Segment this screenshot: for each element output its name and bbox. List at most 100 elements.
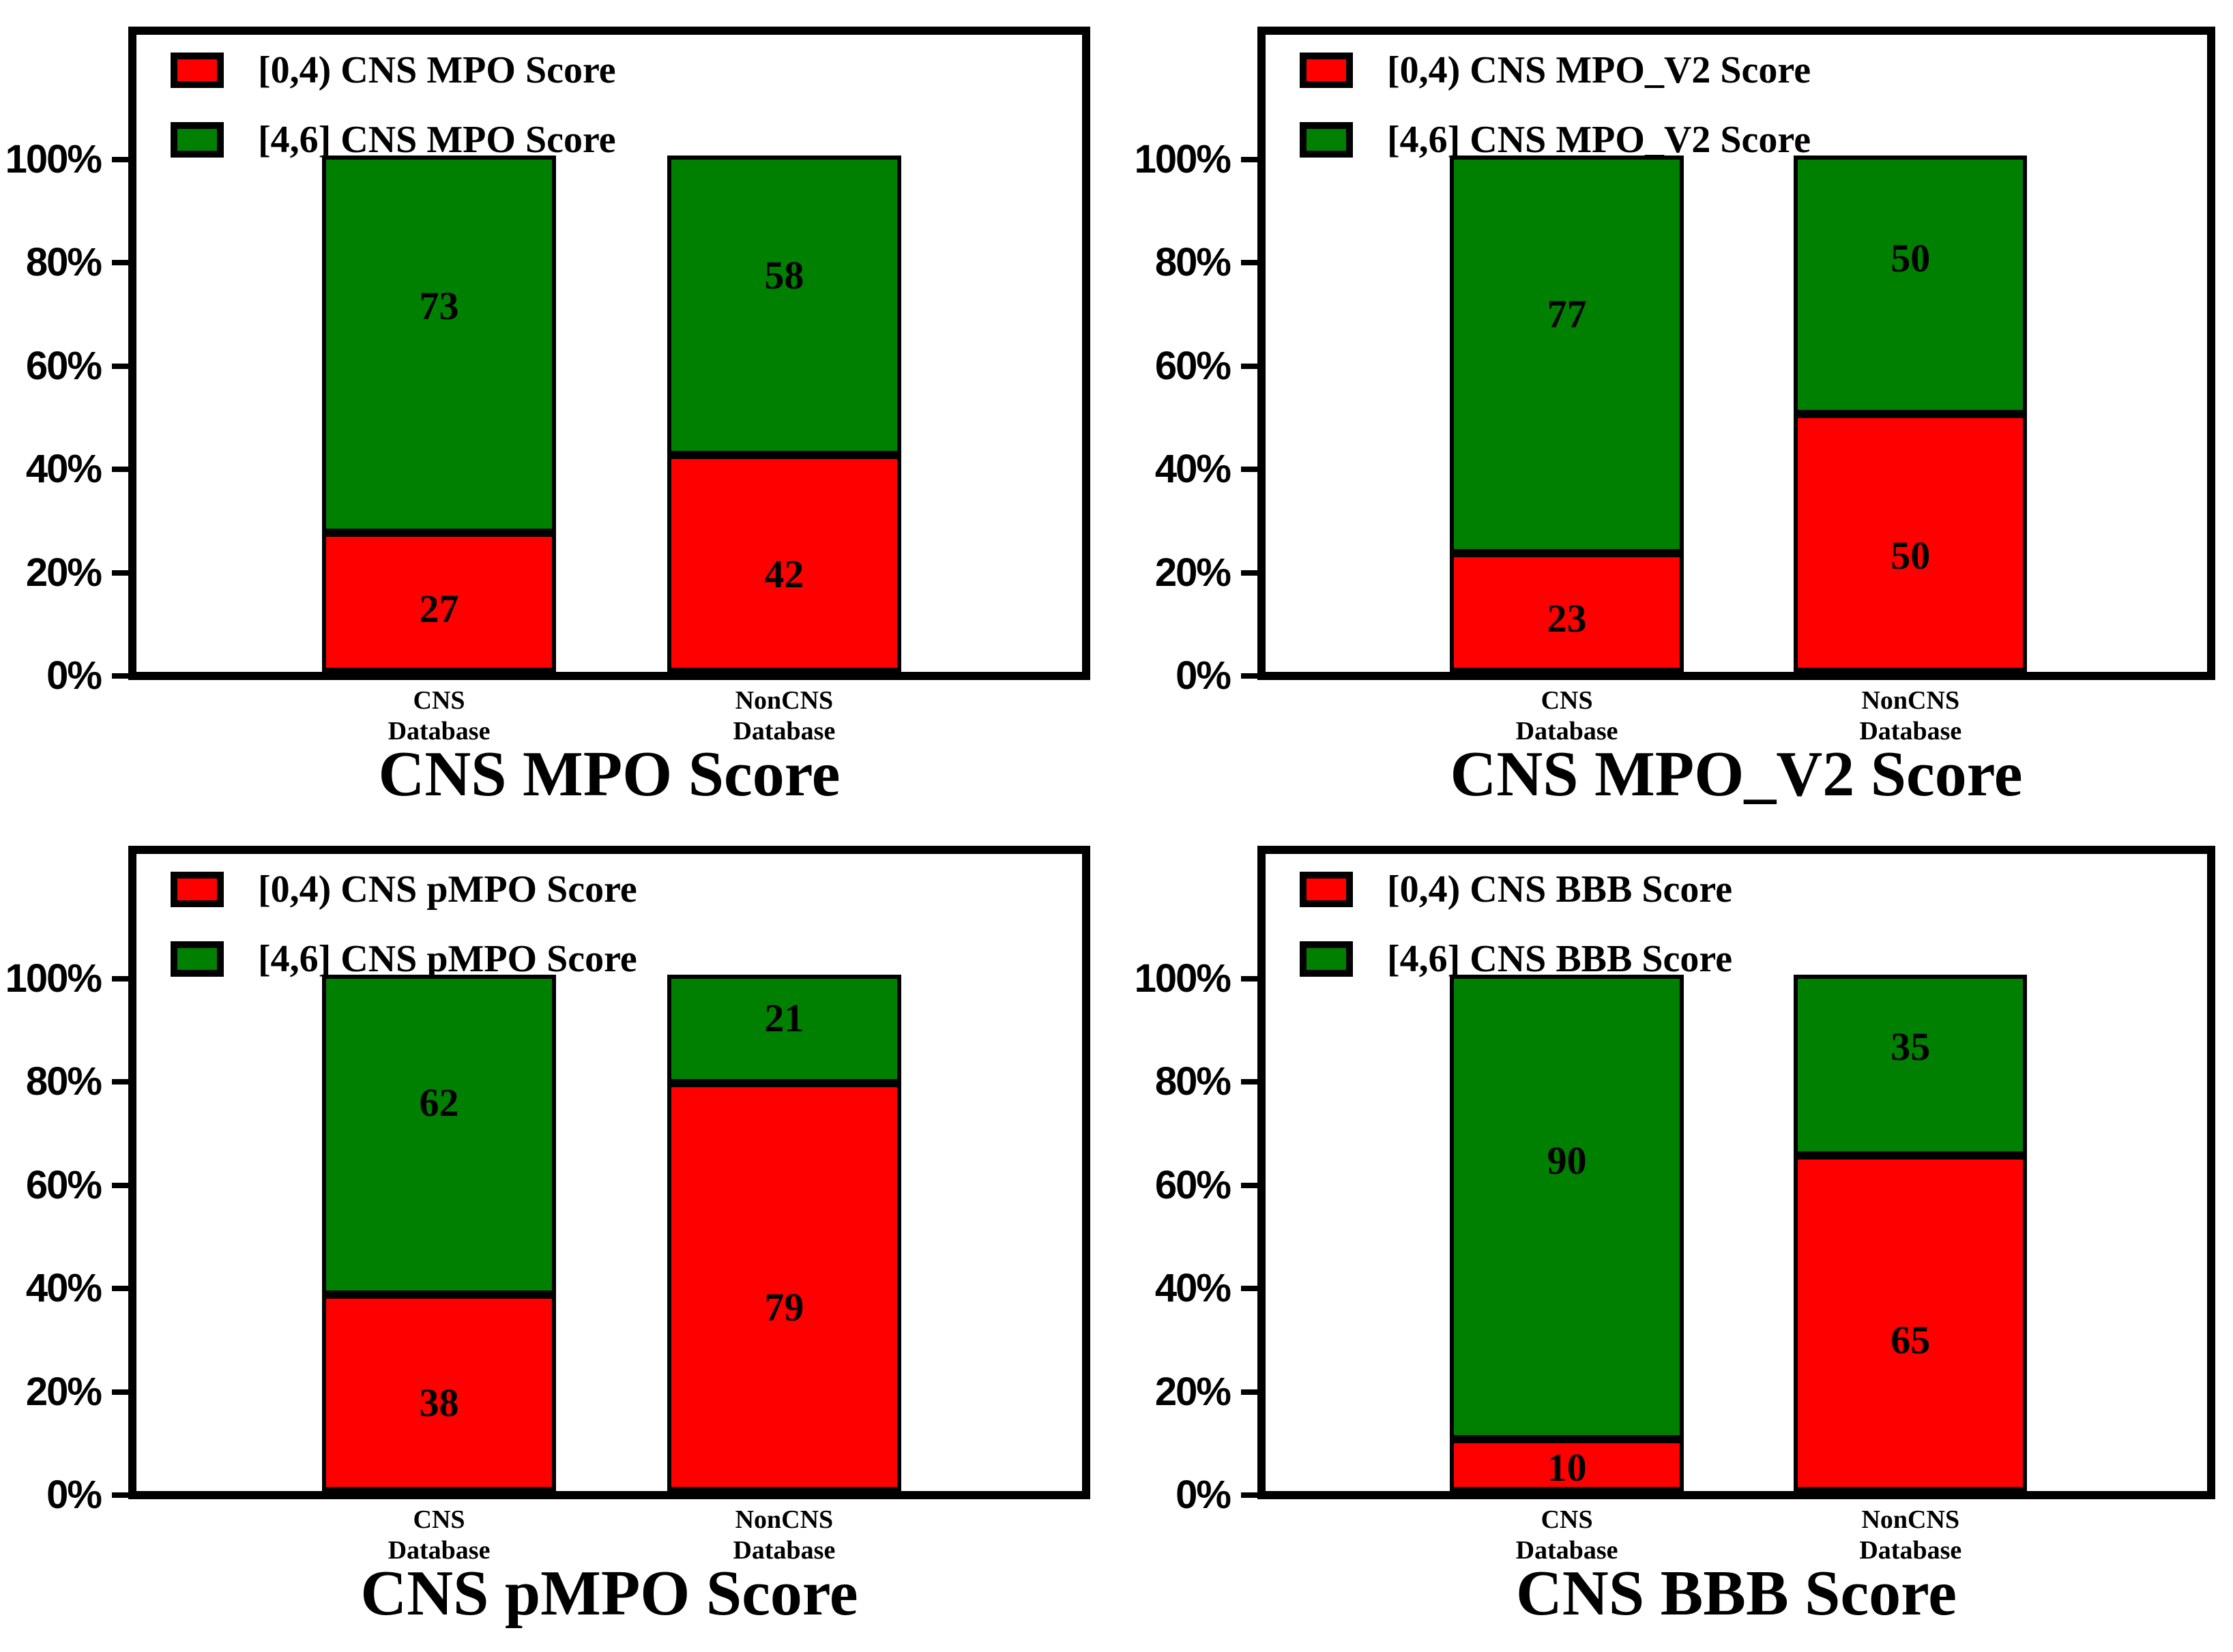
y-axis-tick-label: 40% [25,447,102,492]
y-axis-tick-label: 0% [46,653,102,698]
y-axis-tick-label: 0% [46,1473,102,1517]
y-axis-tick [1241,1286,1257,1292]
y-axis-tick-label: 80% [25,1059,102,1104]
y-axis-tick-label: 100% [1134,956,1231,1001]
x-category-label: NonCNS Database [1859,686,1962,746]
y-axis-tick [112,467,128,473]
y-axis-tick [1241,363,1257,369]
y-axis-tick-label: 80% [1154,1059,1231,1104]
y-axis-tick [1241,673,1257,679]
legend-label: [0,4) CNS MPO Score [258,49,616,91]
y-axis-tick-label: 0% [1176,1473,1231,1517]
y-axis-tick [1241,1182,1257,1188]
legend-label: [0,4) CNS BBB Score [1387,868,1733,911]
y-axis-tick-label: 20% [25,550,102,595]
y-axis-tick-label: 20% [25,1369,102,1414]
bar-segment-red [1794,1155,2028,1491]
bar-value-label: 23 [1547,595,1587,640]
bar-value-label: 27 [419,587,459,632]
bar-value-label: 50 [1891,533,1931,578]
y-axis-tick [1241,1079,1257,1085]
y-axis-tick-label: 20% [1154,550,1231,595]
y-axis-tick-label: 80% [1154,240,1231,285]
y-axis-tick [112,976,128,982]
y-axis-tick [112,1389,128,1395]
chart-title: CNS MPO_V2 Score [1450,739,2023,810]
bar-value-label: 73 [419,284,459,329]
y-axis-tick [112,1492,128,1498]
y-axis-tick [1241,157,1257,162]
bar-segment-red [1450,552,1684,672]
y-axis-tick-label: 100% [5,137,102,181]
y-axis-tick-label: 100% [1134,137,1231,181]
bar-segment-green [1794,156,2028,414]
y-axis-tick [112,157,128,162]
y-axis-tick [1241,260,1257,266]
y-axis-tick-label: 40% [25,1266,102,1311]
y-axis-tick [112,260,128,266]
x-category-label: CNS Database [388,1505,491,1565]
y-axis-tick-label: 80% [25,240,102,285]
y-axis-tick [112,673,128,679]
y-axis-tick-label: 40% [1154,447,1231,492]
bar-value-label: 90 [1547,1138,1587,1183]
bar-segment-red [667,455,902,672]
y-axis-tick-label: 60% [1154,343,1231,388]
bar-value-label: 65 [1891,1317,1931,1362]
x-category-label: CNS Database [1515,1505,1618,1565]
bar-segment-green [667,156,902,456]
y-axis-tick [112,1182,128,1188]
bar-value-label: 58 [764,252,804,297]
legend-swatch-red-icon [1300,53,1353,88]
legend-swatch-green-icon [171,122,224,158]
y-axis-tick [1241,467,1257,473]
legend-label: [4,6] CNS MPO Score [258,119,616,161]
plot-border-box [128,846,1090,1499]
bar-value-label: 77 [1547,292,1587,337]
y-axis-tick-label: 100% [5,956,102,1001]
legend-label: [4,6] CNS BBB Score [1387,938,1733,980]
y-axis-tick-label: 40% [1154,1266,1231,1311]
bar-segment-red [667,1082,902,1491]
x-category-label: NonCNS Database [1859,1505,1962,1565]
x-category-label: NonCNS Database [733,686,836,746]
bar-segment-green [667,975,902,1083]
chart-title: CNS BBB Score [1516,1558,1957,1629]
bar-segment-green [1450,156,1684,553]
y-axis-tick [1241,1389,1257,1395]
bar-segment-green [321,156,557,533]
bar-value-label: 10 [1547,1445,1587,1490]
legend-swatch-red-icon [1300,872,1353,907]
x-category-label: CNS Database [388,686,491,746]
y-axis-tick-label: 60% [25,343,102,388]
bar-value-label: 62 [419,1080,459,1125]
y-axis-tick [1241,570,1257,576]
y-axis-tick-label: 60% [25,1162,102,1207]
y-axis-tick [1241,1492,1257,1498]
plot-border-box [1257,27,2215,680]
bar-segment-red [1794,413,2028,672]
legend-swatch-red-icon [171,53,224,88]
plot-border-box [1257,846,2215,1499]
bar-segment-green [321,975,557,1295]
y-axis-tick [112,1286,128,1292]
bar-segment-red [1450,1439,1684,1491]
y-axis-tick [112,570,128,576]
chart-title: CNS pMPO Score [360,1558,858,1629]
legend-label: [0,4) CNS pMPO Score [258,868,637,911]
legend-label: [4,6] CNS MPO_V2 Score [1387,119,1811,161]
bar-segment-red [321,1295,557,1491]
bar-segment-green [1794,975,2028,1155]
bar-value-label: 79 [764,1284,804,1329]
legend-swatch-red-icon [171,872,224,907]
y-axis-tick [112,363,128,369]
y-axis-tick [1241,976,1257,982]
legend-swatch-green-icon [1300,941,1353,977]
legend-label: [0,4) CNS MPO_V2 Score [1387,49,1811,91]
legend-label: [4,6] CNS pMPO Score [258,938,637,980]
y-axis-tick [112,1079,128,1085]
y-axis-tick-label: 60% [1154,1162,1231,1207]
bar-value-label: 35 [1891,1024,1931,1069]
y-axis-tick-label: 20% [1154,1369,1231,1414]
